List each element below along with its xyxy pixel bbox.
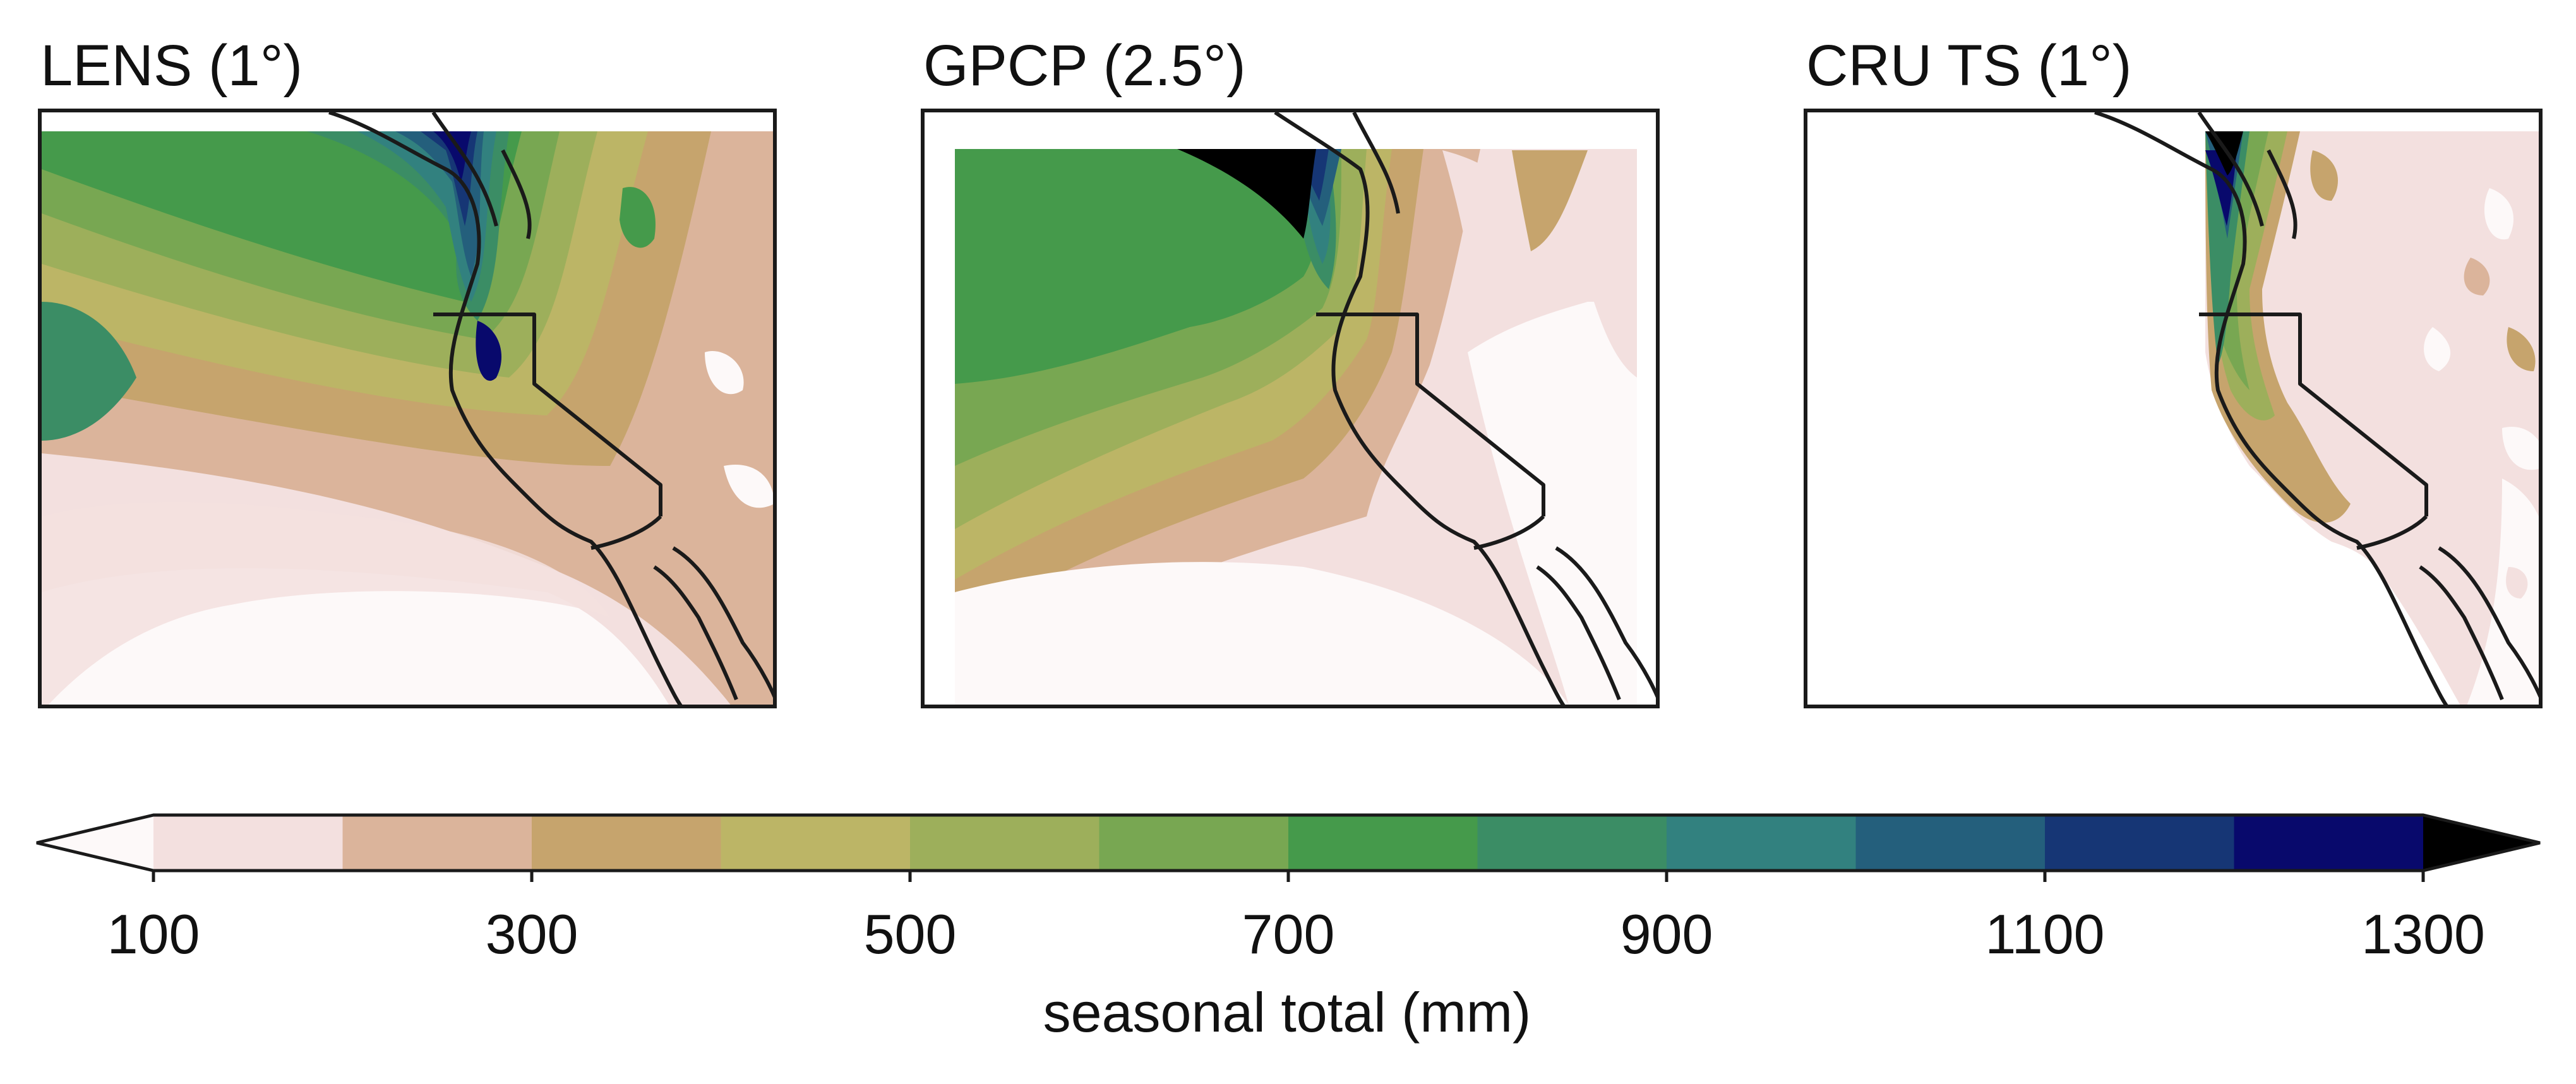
colorbar-tick-label: 300 xyxy=(485,903,578,965)
colorbar-label: seasonal total (mm) xyxy=(1043,981,1531,1044)
precip-field-gpcp xyxy=(955,112,1656,705)
map-panel-lens xyxy=(38,109,777,708)
panel-title-cru: CRU TS (1°) xyxy=(1806,33,2132,98)
panel-title-gpcp: GPCP (2.5°) xyxy=(923,33,1246,98)
colorbar-tick-label: 700 xyxy=(1242,903,1335,965)
colorbar-tick-label: 1300 xyxy=(2361,903,2485,965)
map-panel-gpcp xyxy=(921,109,1660,708)
colorbar xyxy=(36,813,2541,882)
colorbar-tick-label: 900 xyxy=(1620,903,1713,965)
precip-field-lens xyxy=(42,112,773,705)
colorbar-segment xyxy=(2234,815,2424,871)
colorbar-segments xyxy=(37,815,2540,871)
colorbar-tick-label: 1100 xyxy=(1985,903,2105,965)
colorbar-segment xyxy=(1477,815,1667,871)
colorbar-extend-max xyxy=(2423,815,2540,871)
colorbar-extend-min xyxy=(37,815,153,871)
colorbar-segment xyxy=(1855,815,2046,871)
colorbar-tick-label: 100 xyxy=(107,903,200,965)
colorbar-tickmarks xyxy=(152,871,2425,882)
map-panel-cru xyxy=(1804,109,2543,708)
colorbar-segment xyxy=(532,815,722,871)
colorbar-segment xyxy=(1667,815,1857,871)
colorbar-tick-label: 500 xyxy=(863,903,957,965)
panel-title-lens: LENS (1°) xyxy=(40,33,303,98)
colorbar-segment xyxy=(910,815,1100,871)
colorbar-segment xyxy=(342,815,532,871)
colorbar-segment xyxy=(2045,815,2235,871)
colorbar-segment xyxy=(1288,815,1478,871)
colorbar-segment xyxy=(721,815,911,871)
colorbar-segment xyxy=(1099,815,1289,871)
colorbar-segment xyxy=(153,815,344,871)
precip-field-cru xyxy=(2094,112,2539,705)
